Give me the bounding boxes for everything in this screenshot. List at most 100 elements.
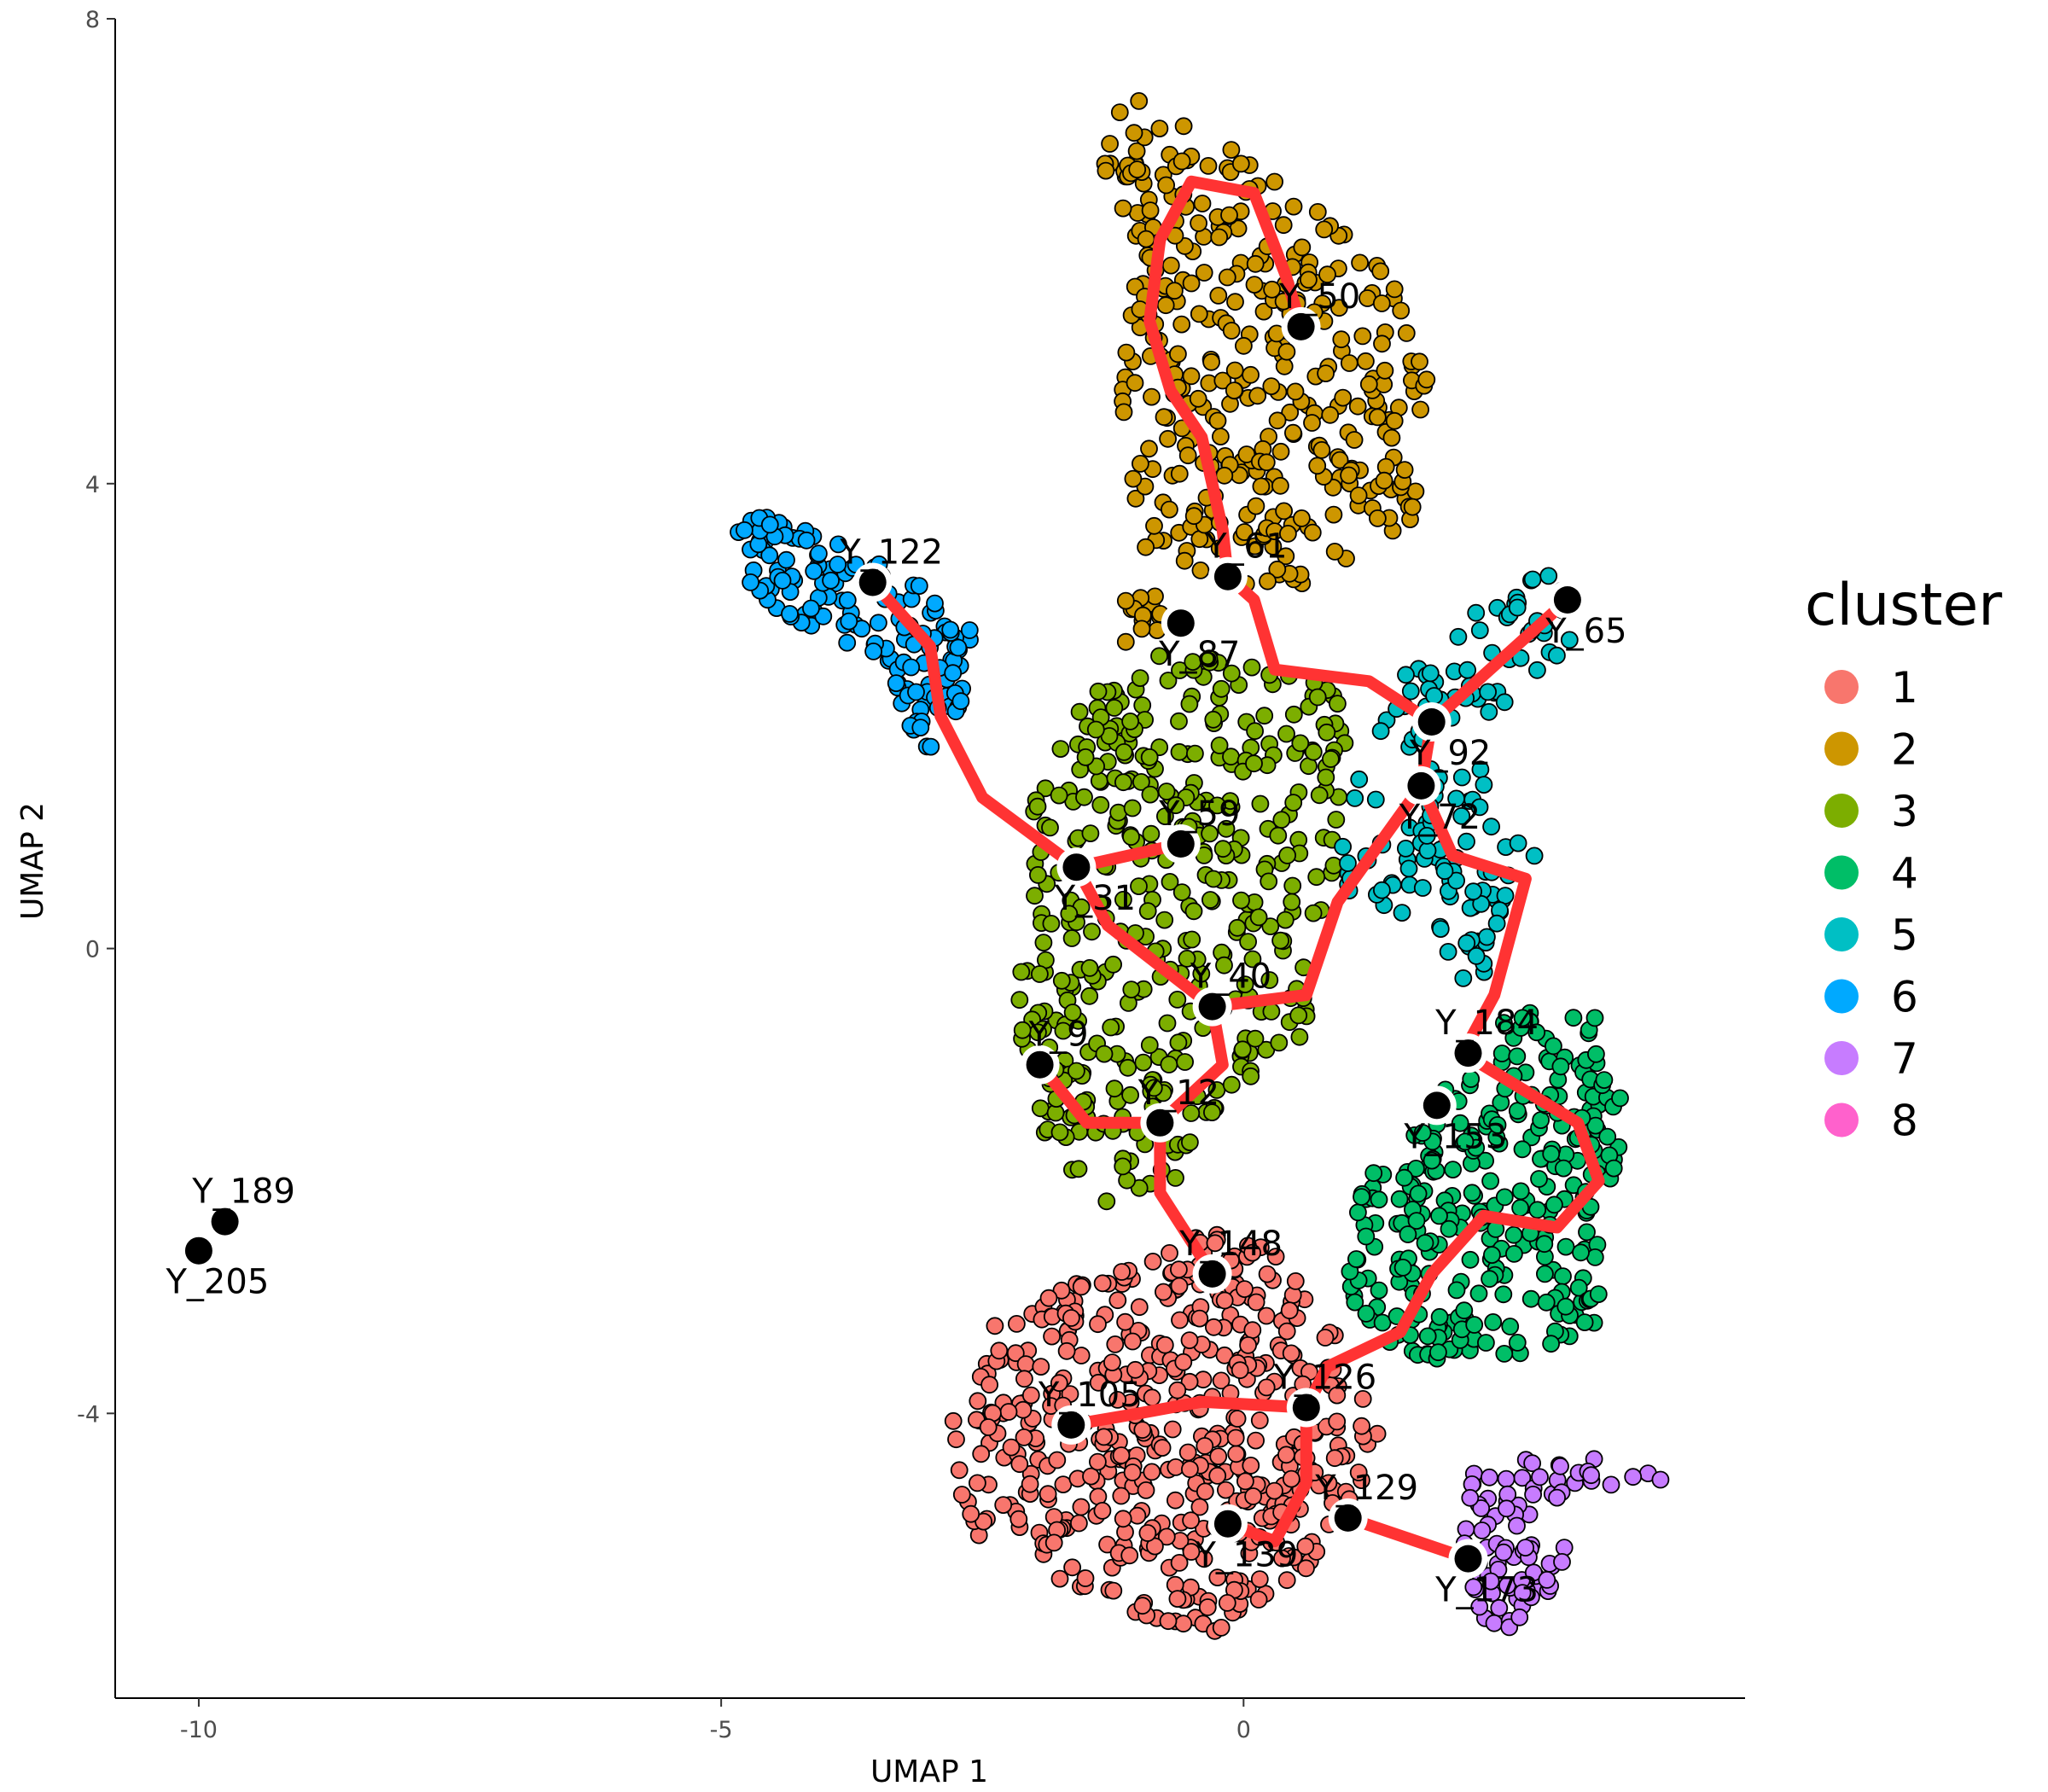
cell-point	[1268, 411, 1287, 430]
cell-point	[1204, 870, 1223, 888]
cell-point	[1308, 202, 1327, 221]
cell-point	[1371, 262, 1390, 281]
cell-point	[1062, 929, 1081, 947]
cell-point	[1133, 1597, 1152, 1615]
cell-point	[1235, 336, 1253, 355]
cell-point	[1279, 525, 1297, 543]
trajectory-node-label: Y_61	[1205, 527, 1287, 567]
cell-point	[1393, 1259, 1412, 1277]
cell-point	[922, 737, 940, 756]
axes-layer: -10 -5 0 -4 0 4 8	[77, 7, 1745, 1743]
cell-point	[1418, 1327, 1437, 1346]
cell-point	[1464, 1578, 1483, 1597]
cell-point	[1176, 1053, 1194, 1071]
cell-point	[1122, 828, 1140, 847]
trajectory-node-label: Y_40	[1190, 957, 1271, 997]
cell-point	[1170, 1260, 1188, 1279]
y-axis-title: UMAP 2	[15, 802, 50, 920]
cell-point	[1206, 1234, 1225, 1253]
cell-point	[1334, 388, 1353, 407]
cell-point	[1602, 1475, 1620, 1494]
cell-point	[1184, 902, 1203, 921]
cell-point	[797, 531, 816, 550]
legend-key	[1824, 979, 1859, 1014]
cell-point	[950, 1461, 969, 1480]
trajectory-node-marker	[1198, 992, 1226, 1021]
legend-label: 1	[1891, 663, 1918, 713]
cell-point	[1368, 1424, 1387, 1443]
cell-point	[1523, 570, 1542, 589]
trajectory-node-label: Y_189	[191, 1172, 295, 1212]
cell-point	[1175, 551, 1194, 570]
cell-point	[1159, 1612, 1178, 1631]
cell-point	[1481, 1572, 1500, 1591]
cell-point	[1228, 1410, 1247, 1428]
cell-point	[1353, 327, 1372, 346]
cell-point	[1297, 1559, 1315, 1578]
cell-point	[1328, 1412, 1347, 1431]
cell-point	[1498, 1499, 1516, 1518]
cell-point	[1511, 1199, 1529, 1217]
cell-point	[1239, 1336, 1257, 1354]
cell-point	[802, 599, 820, 618]
trajectory-node: Y_153	[1403, 1085, 1507, 1156]
cell-point	[1217, 819, 1236, 838]
cell-point	[1178, 1443, 1197, 1462]
cell-point	[1513, 1009, 1532, 1027]
cell-point	[1143, 1463, 1161, 1481]
cell-point	[1536, 1265, 1554, 1283]
cell-point	[1143, 1253, 1162, 1271]
cell-point	[810, 544, 828, 563]
cell-point	[1624, 1468, 1643, 1487]
cell-point	[1371, 722, 1390, 741]
cell-point	[1325, 543, 1344, 561]
cell-point	[1373, 1313, 1392, 1332]
cell-point	[1277, 342, 1296, 361]
trajectory-node-label: Y_72	[1399, 798, 1481, 837]
cell-point	[1183, 930, 1201, 949]
cell-point	[960, 621, 979, 639]
cell-point	[1458, 660, 1476, 679]
cell-point	[979, 1418, 998, 1436]
cell-point	[1350, 770, 1369, 788]
cell-point	[1157, 1527, 1176, 1546]
cell-point	[1119, 1058, 1137, 1077]
cell-point	[1015, 1370, 1033, 1388]
cell-point	[1496, 887, 1515, 905]
cell-point	[1304, 742, 1323, 761]
legend-key	[1824, 670, 1859, 704]
cell-point	[1131, 669, 1149, 687]
cell-point	[829, 535, 847, 554]
cell-point	[1180, 1331, 1199, 1349]
cell-point	[1110, 103, 1129, 122]
cell-point	[1364, 1164, 1383, 1183]
cell-point	[1535, 1235, 1554, 1254]
cell-point	[1222, 141, 1241, 160]
cell-point	[1127, 142, 1146, 160]
cell-point	[1170, 1554, 1189, 1572]
trajectory-node: Y_12	[1137, 1073, 1219, 1143]
cell-point	[1170, 742, 1189, 761]
cell-point	[1089, 1315, 1107, 1334]
cell-point	[969, 1392, 987, 1411]
trajectory-layer	[866, 175, 1605, 1565]
cell-point	[1290, 1027, 1309, 1046]
cell-point	[1447, 1281, 1466, 1300]
trajectory-node-marker	[1167, 830, 1195, 858]
cell-point	[1198, 1598, 1217, 1616]
cell-point	[1190, 1309, 1209, 1328]
cell-point	[1063, 1558, 1081, 1577]
cell-point	[1246, 254, 1265, 273]
cell-point	[1072, 1277, 1091, 1296]
cell-point	[1141, 201, 1160, 220]
cell-point	[1160, 1056, 1178, 1073]
legend-key	[1824, 731, 1859, 766]
cell-point	[1542, 1144, 1561, 1163]
cell-point	[1595, 1071, 1614, 1089]
cell-point	[1340, 466, 1358, 485]
cell-point	[1112, 1487, 1131, 1505]
cell-point	[1328, 1386, 1347, 1405]
cell-point	[1140, 439, 1158, 458]
cell-point	[1508, 1334, 1527, 1352]
